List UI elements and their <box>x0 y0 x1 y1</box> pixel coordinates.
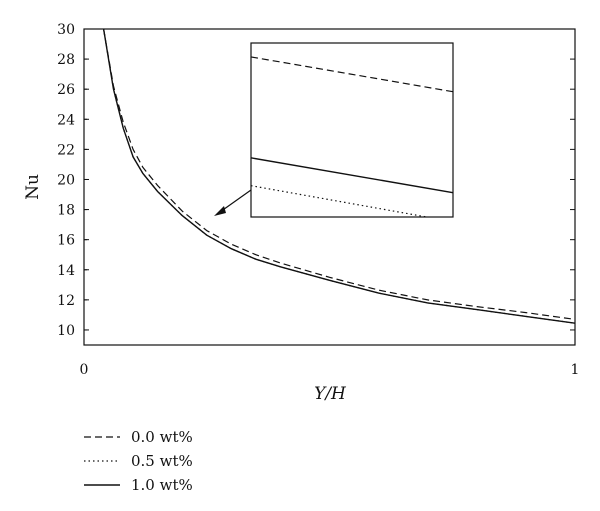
inset-lines <box>250 56 454 218</box>
x-tick-label: 0 <box>80 362 89 378</box>
inset-line-0 <box>250 56 454 93</box>
legend-label-0: 0.0 wt% <box>131 428 193 446</box>
y-tick-label: 22 <box>57 142 75 158</box>
y-tick-label: 20 <box>57 172 75 188</box>
inset-line-2 <box>250 185 427 218</box>
zoom-arrow <box>214 189 252 216</box>
plot-area-border <box>83 28 576 346</box>
zoom-arrow-head <box>214 206 226 216</box>
x-tick-label: 1 <box>571 362 580 378</box>
x-axis-title: Y/H <box>314 384 347 404</box>
y-tick-label: 24 <box>57 112 75 128</box>
zoom-inset <box>250 42 454 218</box>
legend-label-1: 0.5 wt% <box>131 452 193 470</box>
inset-border <box>250 42 454 218</box>
y-tick-label: 30 <box>57 22 75 38</box>
inset-line-1 <box>250 157 454 194</box>
y-axis-ticks: 10 12 14 16 18 20 22 24 26 28 30 <box>57 22 575 339</box>
zoom-arrow-line <box>219 189 252 213</box>
y-tick-label: 26 <box>57 82 75 98</box>
plot-frame <box>83 28 576 346</box>
y-tick-label: 16 <box>57 233 75 249</box>
y-axis-title: Nu <box>23 174 43 200</box>
series-line-2 <box>102 29 575 324</box>
y-tick-label: 18 <box>57 203 75 219</box>
legend-label-2: 1.0 wt% <box>131 476 193 494</box>
legend: 0.0 wt% 0.5 wt% 1.0 wt% <box>84 428 193 494</box>
y-tick-label: 28 <box>57 52 75 68</box>
y-tick-label: 10 <box>57 323 75 339</box>
series-line-0 <box>103 29 575 320</box>
y-tick-label: 14 <box>57 263 75 279</box>
y-tick-label: 12 <box>57 293 75 309</box>
series-layer <box>102 29 575 324</box>
